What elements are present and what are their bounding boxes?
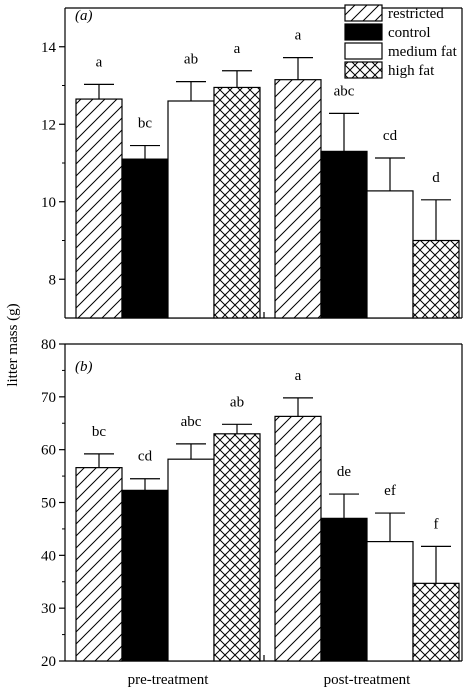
x-group-label: post-treatment <box>324 672 411 688</box>
bar-control-pre <box>121 158 169 319</box>
legend-label: control <box>388 25 431 41</box>
bar-restricted-post <box>274 415 322 662</box>
significance-letter: a <box>295 28 302 44</box>
y-tick-label: 70 <box>41 390 56 406</box>
significance-letter: a <box>295 368 302 384</box>
y-tick-label: 10 <box>41 195 56 211</box>
legend-label: medium fat <box>388 44 458 60</box>
significance-letter: de <box>337 464 352 480</box>
significance-letter: abc <box>334 83 355 99</box>
bar-high-fat-post <box>412 582 460 662</box>
significance-letter: f <box>434 516 439 532</box>
significance-letter: cd <box>383 128 398 144</box>
bar-medium-fat-post <box>366 540 414 662</box>
y-tick-label: 50 <box>41 496 56 512</box>
legend-swatch-control <box>344 23 383 41</box>
significance-letter: bc <box>92 424 107 440</box>
significance-letter: cd <box>138 449 153 465</box>
y-axis-label: litter mass (g) <box>5 303 21 386</box>
y-tick-label: 12 <box>41 117 56 133</box>
legend-swatch-restricted <box>344 4 383 22</box>
bar-medium-fat-pre <box>167 458 215 662</box>
bar-restricted-pre <box>75 98 123 319</box>
bar-control-post <box>320 517 368 662</box>
significance-letter: ef <box>384 483 396 499</box>
significance-letter: abc <box>181 414 202 430</box>
bar-high-fat-post <box>412 239 460 319</box>
significance-letter: ab <box>184 52 198 68</box>
x-group-label: pre-treatment <box>128 672 210 688</box>
bar-high-fat-pre <box>213 86 261 319</box>
bar-control-pre <box>121 489 169 662</box>
significance-letter: d <box>432 170 440 186</box>
y-tick-label: 40 <box>41 548 56 564</box>
bar-high-fat-pre <box>213 433 261 662</box>
legend-swatch-high-fat <box>344 61 383 79</box>
legend-swatch-medium-fat <box>344 42 383 60</box>
bar-restricted-post <box>274 79 322 319</box>
chart-panel-b: 20 30 40 50 60 70 80 (b) bc a cd de abc ef ab f <box>41 337 463 670</box>
y-tick-label: 14 <box>41 40 57 56</box>
significance-letter: a <box>96 54 103 70</box>
panel-label: (a) <box>75 8 93 24</box>
y-tick-label: 80 <box>41 337 56 353</box>
significance-letter: a <box>234 41 241 57</box>
y-tick-label: 8 <box>49 272 57 288</box>
y-tick-label: 30 <box>41 601 56 617</box>
legend-label: restricted <box>388 6 444 22</box>
y-tick-label: 60 <box>41 443 56 459</box>
panel-label: (b) <box>75 359 93 375</box>
bar-medium-fat-pre <box>167 100 215 319</box>
bar-restricted-pre <box>75 467 123 662</box>
significance-letter: ab <box>230 394 244 410</box>
legend: restricted control medium fat high fat <box>344 4 458 79</box>
y-tick-label: 20 <box>41 654 56 670</box>
bar-medium-fat-post <box>366 190 414 319</box>
significance-letter: bc <box>138 116 153 132</box>
bar-control-post <box>320 150 368 319</box>
legend-label: high fat <box>388 63 435 79</box>
